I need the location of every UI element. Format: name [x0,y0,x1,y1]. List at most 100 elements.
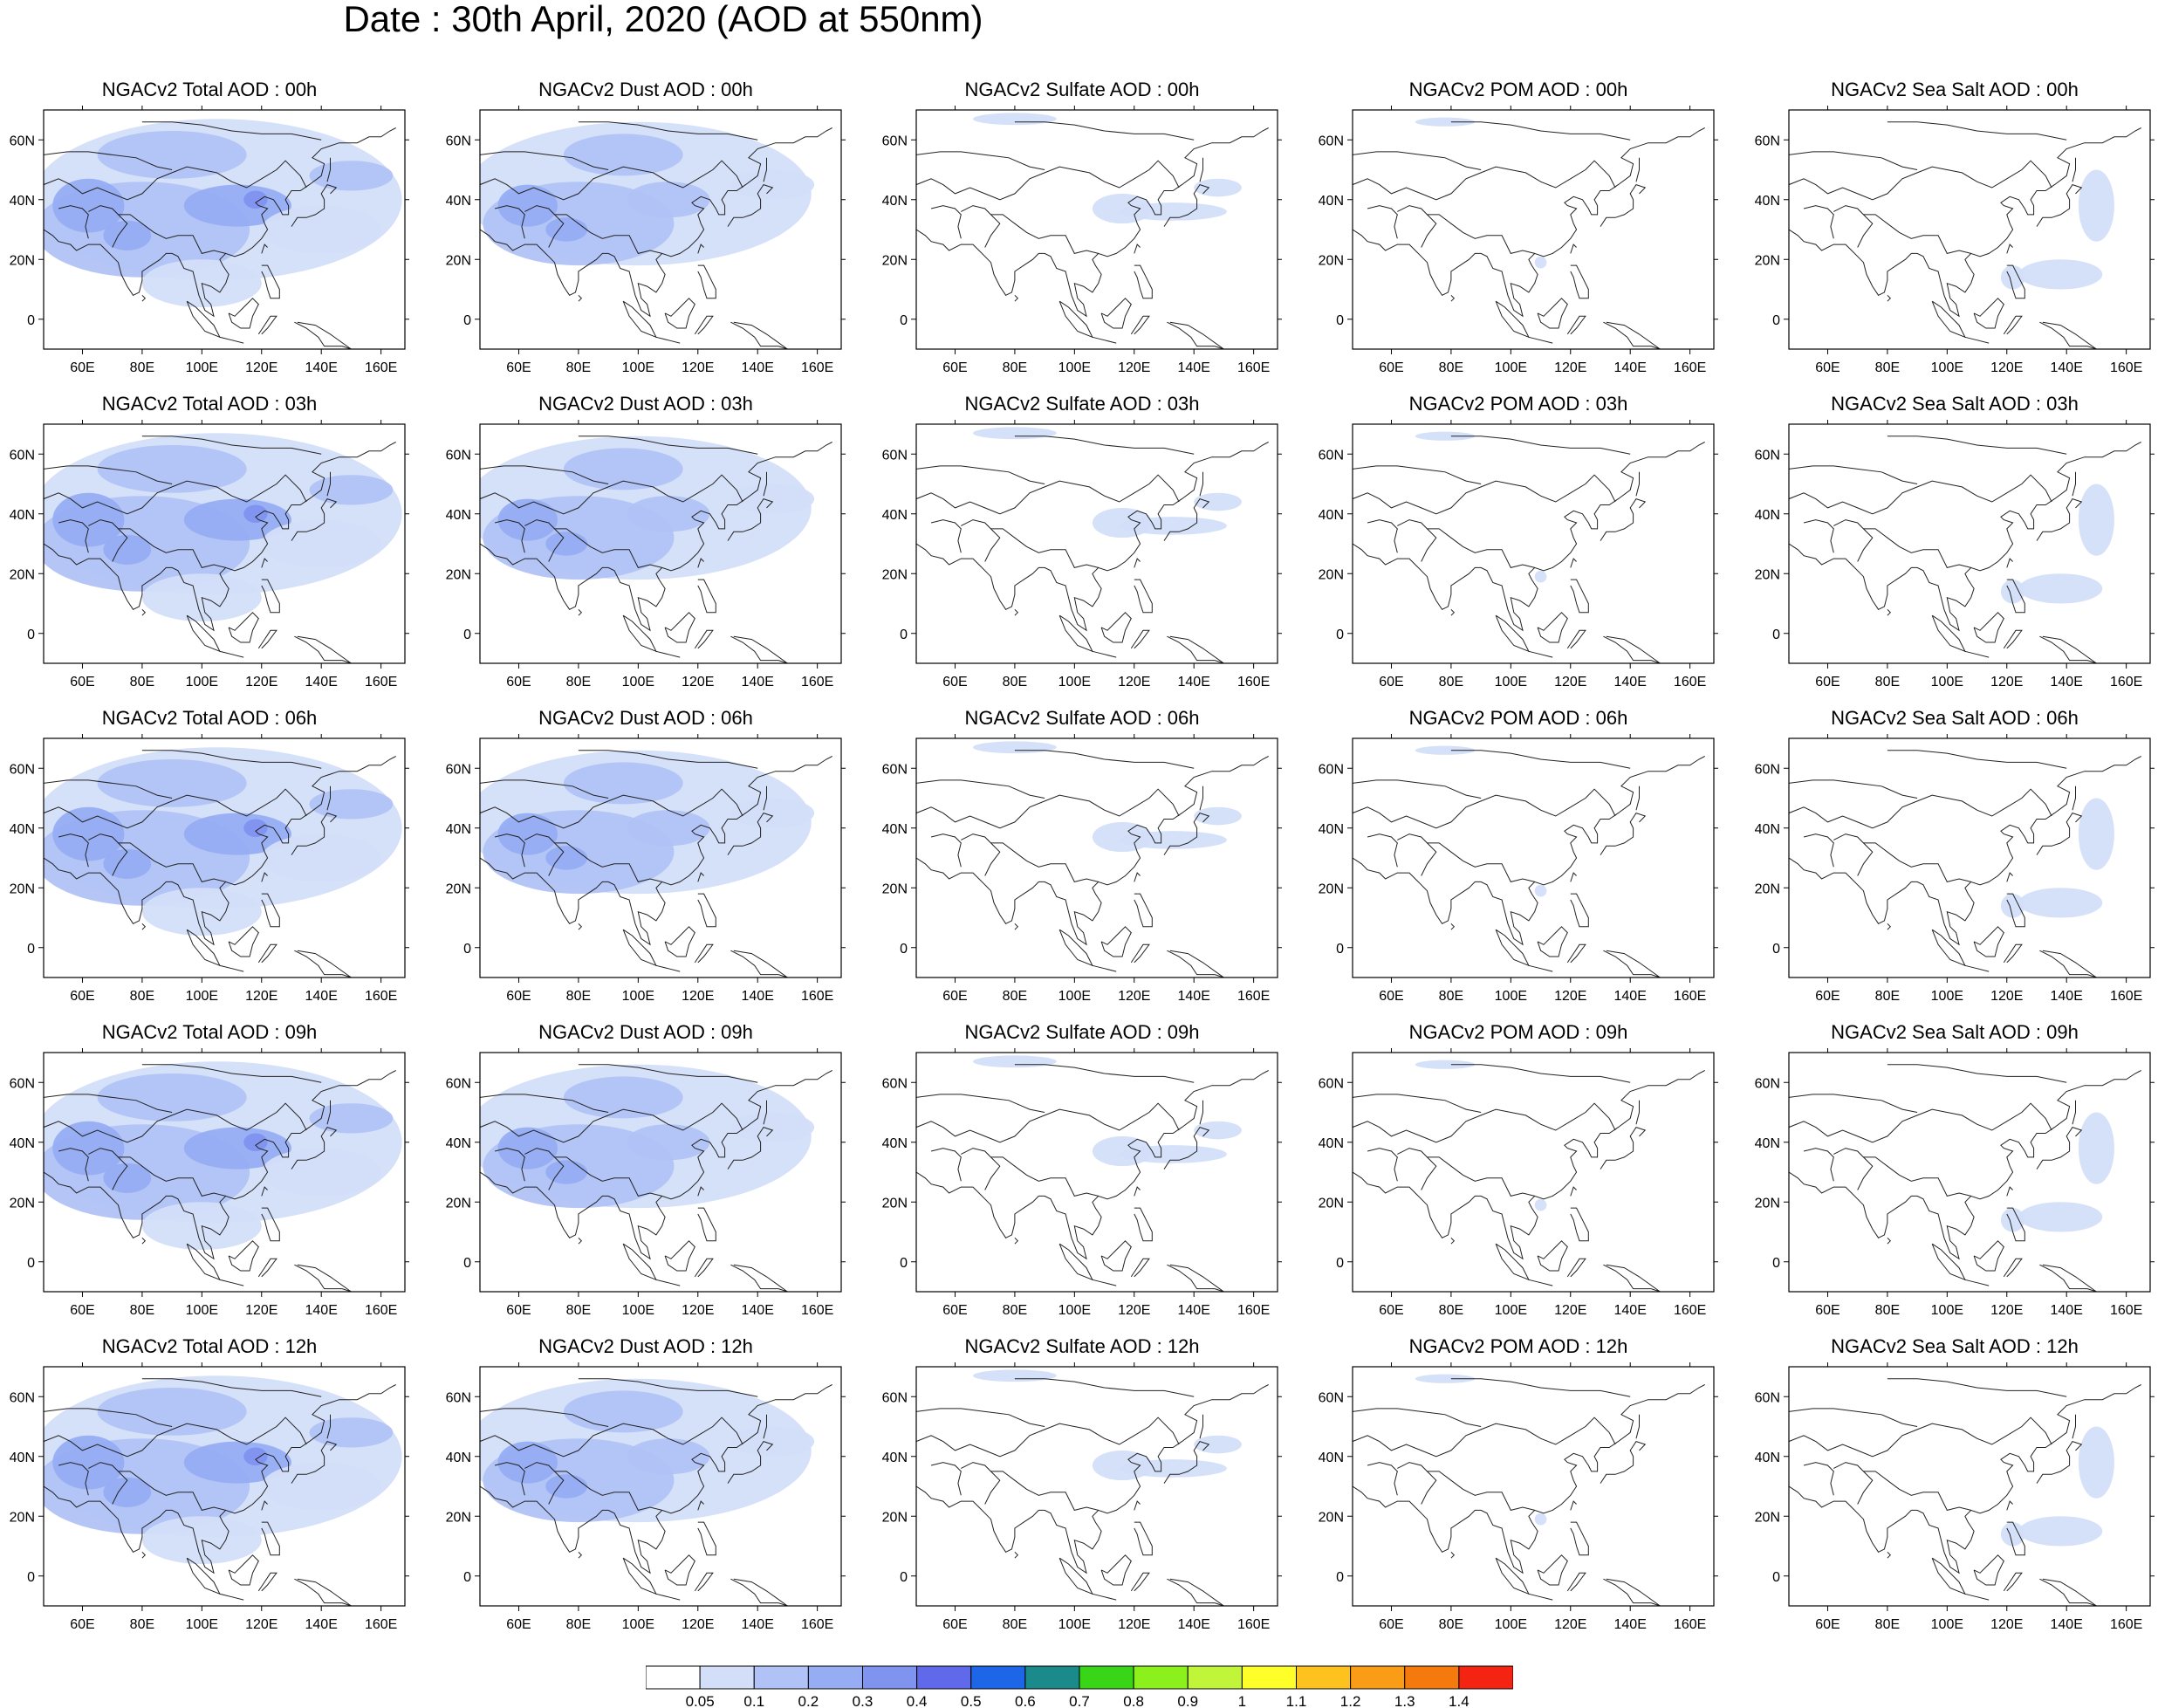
coastline-1 [727,184,774,227]
panel-title: NGACv2 Sulfate AOD : 12h [964,1335,1200,1357]
coastline-16 [1450,294,1456,302]
map-panel-dust: 60E 80E 100E 120E 140E 160E 60N 40N 20N 0 NGACv2 D… [436,707,855,1012]
lat-tick-label: 20N [1319,253,1344,268]
map-panel-dust: 60E 80E 100E 120E 140E 160E 60N 40N 20N 0 NGACv2 D… [436,393,855,698]
coastline-11 [88,1462,128,1505]
map-panel-dust: 60E 80E 100E 120E 140E 160E 60N 40N 20N 0 NGACv2 D… [436,1335,855,1641]
coastline-15 [697,1500,704,1511]
coastline-10 [554,214,662,254]
lat-tick-label: 20N [882,1196,908,1211]
lat-tick-label: 60N [446,448,471,463]
aod-shading-1 [2000,580,2025,604]
coastline-5 [1130,1572,1150,1592]
lat-tick-label: 0 [900,628,908,642]
lon-tick-label: 120E [1554,989,1586,1004]
lon-tick-label: 140E [2051,1303,2083,1318]
aod-shading-0 [2018,573,2103,604]
coastline-11 [1397,205,1437,248]
map-panel-pom: 60E 80E 100E 120E 140E 160E 60N 40N 20N 0 NGACv2 P… [1309,707,1728,1012]
colorbar-swatch-12 [1296,1665,1352,1690]
coastline-13 [1014,1064,1195,1083]
lat-tick-label: 40N [446,822,471,837]
lat-tick-label: 40N [882,822,908,837]
coastline-4 [664,1554,695,1586]
coastline-12 [1803,833,1834,868]
coastline-6 [2006,264,2025,299]
lon-tick-label: 140E [742,360,774,375]
coastline-9 [1789,1408,1918,1427]
map-svg: 60E 80E 100E 120E 140E 160E 60N 40N 20N 0 [882,420,1282,689]
coastline-0 [916,1384,1269,1574]
coastline-4 [228,612,259,643]
coastline-0 [44,127,396,318]
coastline-5 [1130,315,1150,335]
coastline-10 [1427,842,1535,882]
colorbar-label: 0.5 [961,1693,982,1708]
aod-shading-6 [730,484,815,514]
coastline-8 [480,474,743,515]
map-svg: 60E 80E 100E 120E 140E 160E 60N 40N 20N 0 [1319,106,1718,375]
colorbar-label: 1.4 [1449,1693,1469,1708]
lon-tick-label: 160E [365,360,397,375]
map-panel-dust: 60E 80E 100E 120E 140E 160E 60N 40N 20N 0 NGACv2 D… [436,79,855,384]
lon-tick-label: 160E [1237,1617,1270,1632]
aod-shading-1 [2000,265,2025,290]
coastline-5 [257,315,277,335]
coastline-13 [1887,1378,2067,1397]
lon-tick-label: 120E [1554,1303,1586,1318]
lon-tick-label: 140E [742,1617,774,1632]
colorbar-swatch-4 [862,1665,918,1690]
map-frame [1352,737,1715,978]
coastline-13 [1014,750,1195,769]
coastline-8 [1353,788,1616,829]
coastline-6 [697,893,716,928]
lon-tick-label: 100E [1058,360,1091,375]
coastline-13 [578,1378,758,1397]
coastline-11 [1833,205,1874,248]
lon-tick-label: 80E [566,675,591,689]
coastline-0 [1789,442,2141,632]
coastline-1 [1600,498,1647,541]
panel-title: NGACv2 Sulfate AOD : 00h [964,79,1200,100]
lon-tick-label: 140E [305,1617,338,1632]
coastline-7 [1167,1264,1224,1292]
coastline-3 [1964,336,1990,344]
coastline-5 [694,629,714,649]
coastline-3 [1092,650,1117,658]
coastline-16 [1887,1237,1892,1245]
lon-tick-label: 120E [245,1617,277,1632]
lat-tick-label: 60N [882,134,908,148]
lat-tick-label: 0 [27,628,35,642]
colorbar-swatch-0 [646,1665,701,1690]
colorbar-swatch-10 [1187,1665,1243,1690]
lat-tick-label: 60N [1319,762,1344,777]
lat-tick-label: 0 [27,942,35,957]
coastline-13 [1450,750,1631,769]
coastline-5 [2003,1258,2023,1278]
lon-tick-label: 120E [245,989,277,1004]
map-panel-pom: 60E 80E 100E 120E 140E 160E 60N 40N 20N 0 NGACv2 P… [1309,1021,1728,1327]
aod-shading-6 [730,1426,815,1457]
lon-tick-label: 80E [130,1303,154,1318]
coastline-11 [1833,833,1874,876]
aod-shading-1 [1534,570,1547,583]
coastline-3 [1528,650,1553,658]
aod-shading-2 [52,178,125,233]
coastline-3 [1528,1593,1553,1601]
map-svg: 60E 80E 100E 120E 140E 160E 60N 40N 20N 0 [446,420,846,689]
aod-shading-6 [309,789,394,820]
coastline-16 [1887,294,1892,302]
lon-tick-label: 120E [682,675,714,689]
coastline-0 [1789,127,2141,318]
coastline-4 [1100,1240,1132,1272]
coastline-12 [1367,833,1398,868]
coastline-16 [578,1551,583,1559]
coastline-3 [1964,1279,1990,1286]
lon-tick-label: 60E [1815,1617,1839,1632]
coastline-6 [2006,1521,2025,1556]
coastline-14 [326,1100,331,1125]
coastline-11 [524,519,565,562]
coastline-1 [291,1127,338,1170]
colorbar-swatch-15 [1458,1665,1513,1690]
aod-shading-3 [545,846,588,870]
